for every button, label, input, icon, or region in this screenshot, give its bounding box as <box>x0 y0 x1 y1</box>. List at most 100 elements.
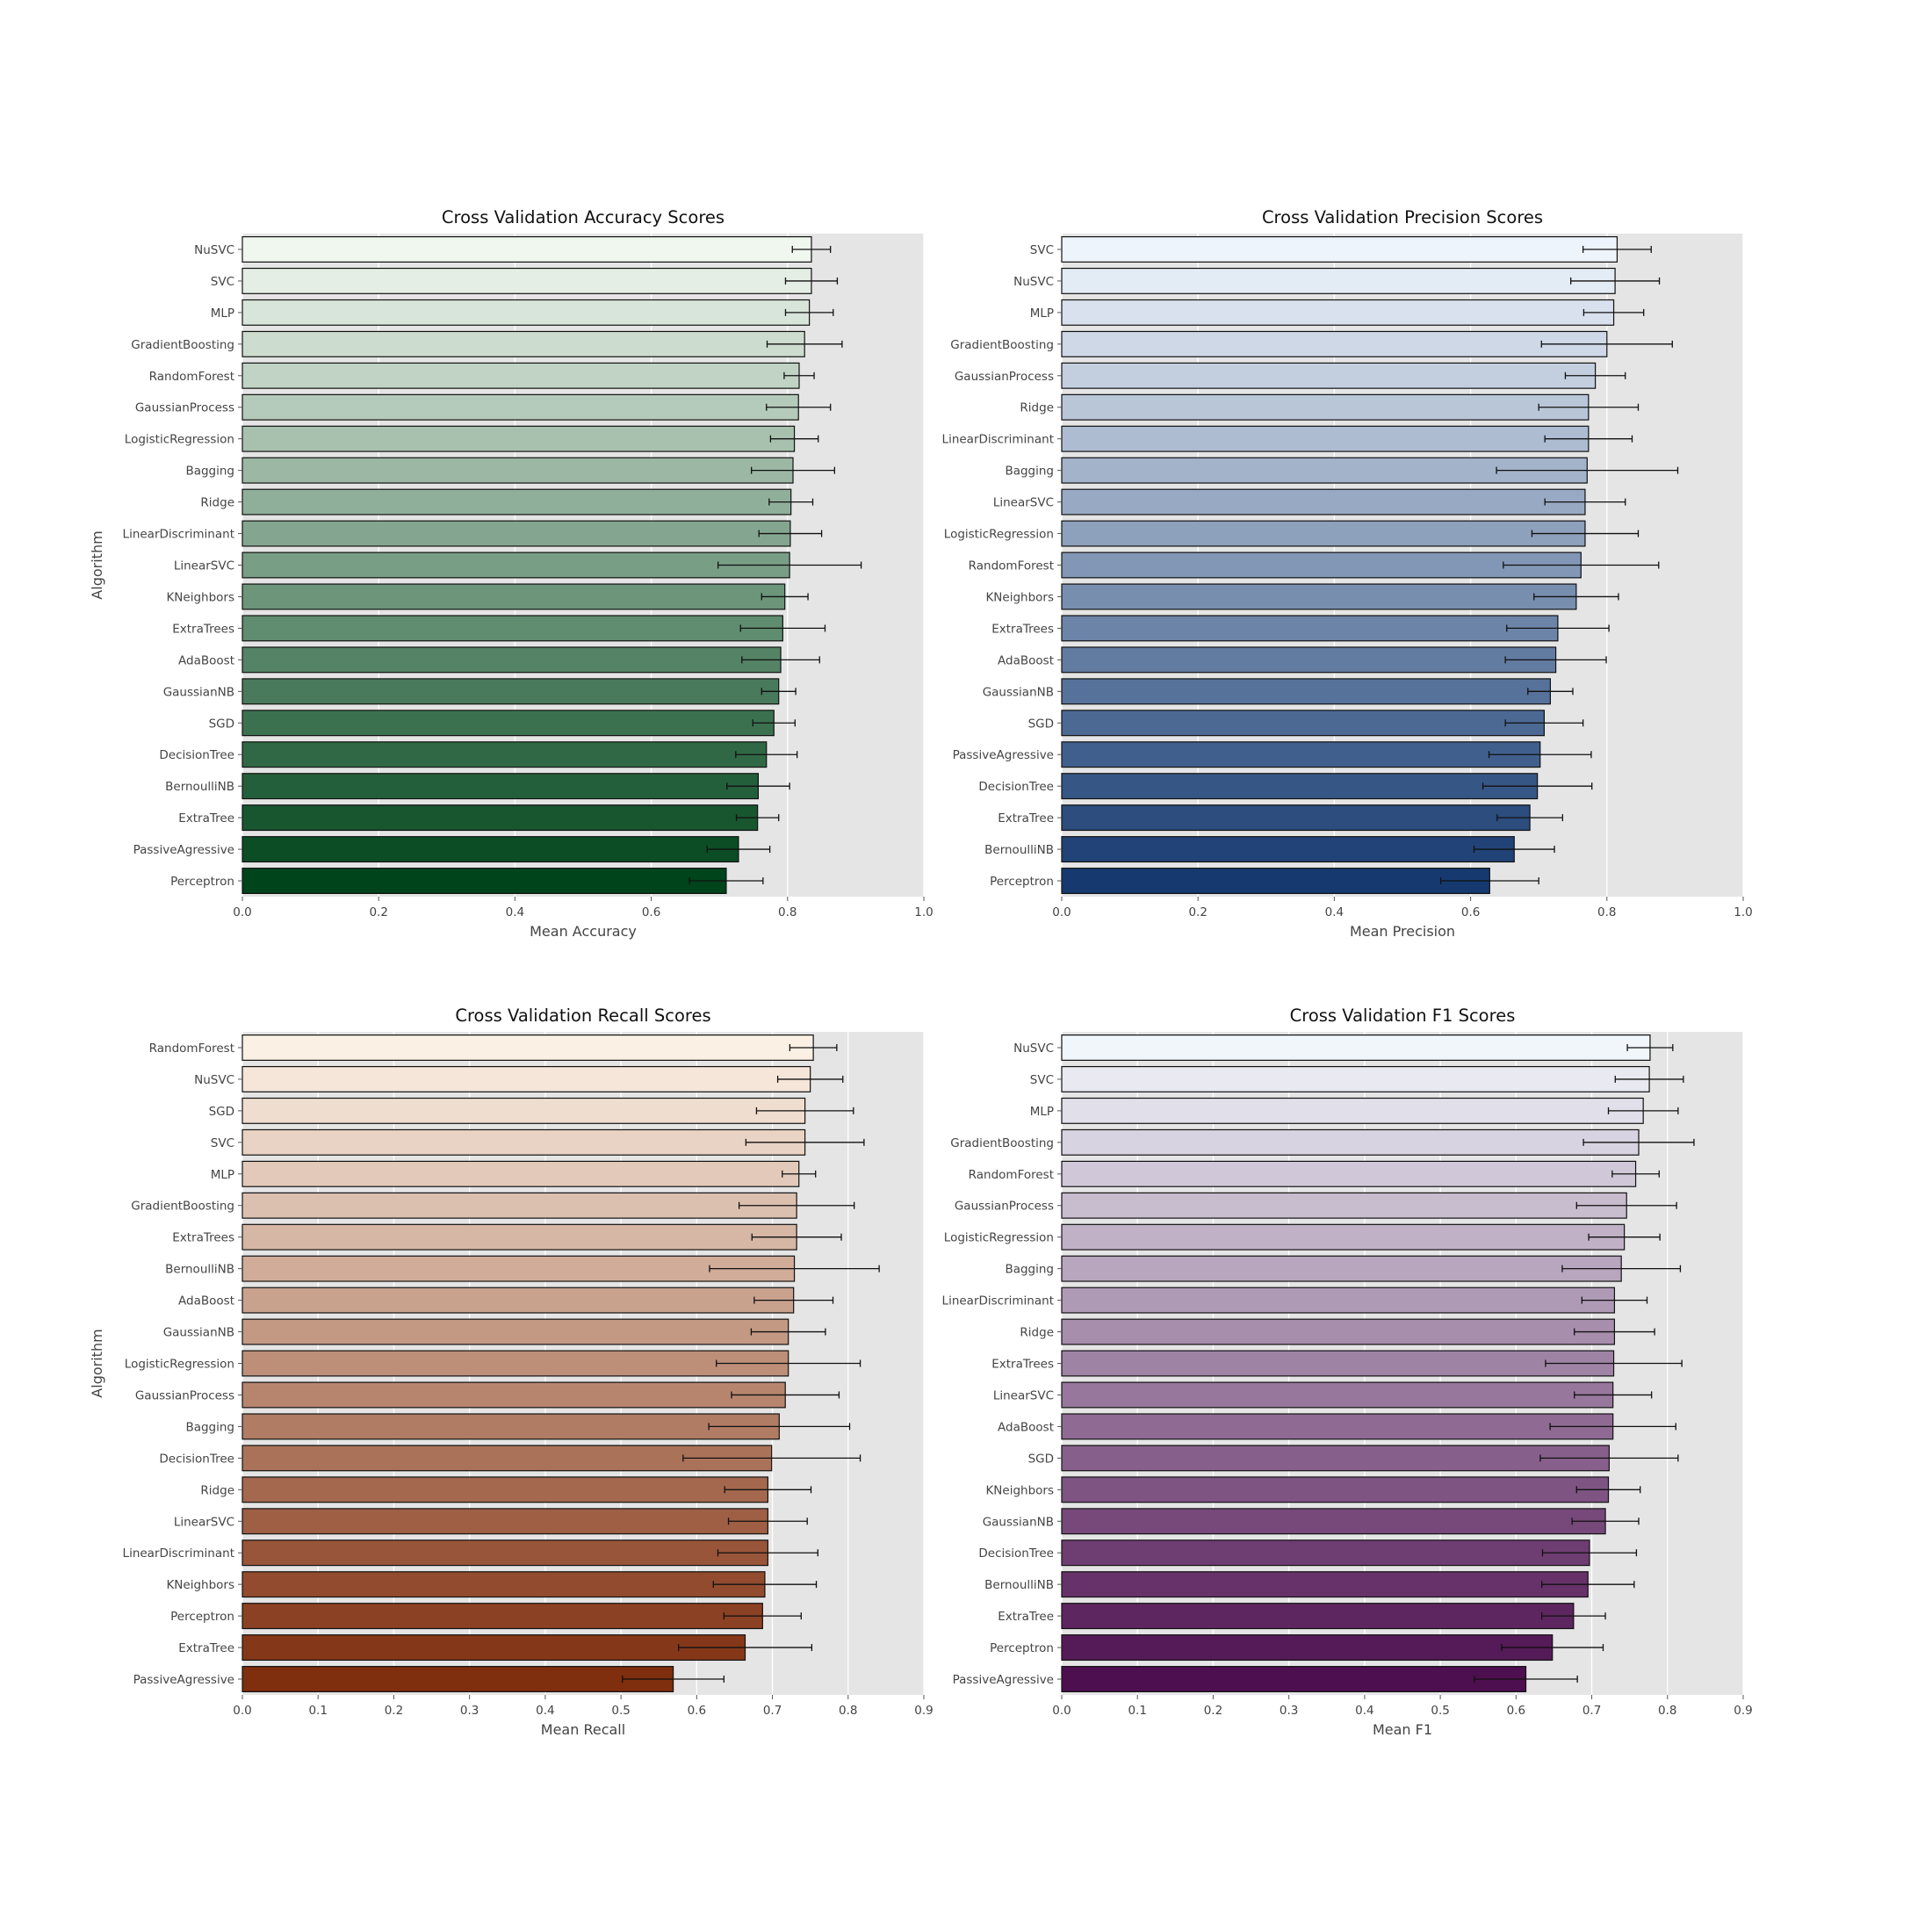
x-tick-label: 0.5 <box>611 1704 630 1718</box>
category-label: NuSVC <box>194 243 234 257</box>
bar-ExtraTrees <box>1061 1350 1615 1377</box>
bar-GradientBoosting <box>242 1192 797 1219</box>
bar-Ridge <box>242 488 792 515</box>
bar-ExtraTree <box>1061 804 1531 832</box>
bar-SVC <box>242 267 812 294</box>
bar-MLP <box>242 299 811 326</box>
x-tick-label: 0.9 <box>914 1704 933 1718</box>
x-tick-label: 0.8 <box>839 1704 857 1718</box>
x-tick-label: 0.0 <box>233 1704 251 1718</box>
category-label: SGD <box>209 717 234 731</box>
x-tick-label: 0.7 <box>1582 1704 1601 1718</box>
bar-KNeighbors <box>242 1571 766 1598</box>
bar-MLP <box>1061 299 1615 326</box>
category-label: AdaBoost <box>178 1294 234 1308</box>
bar-LogisticRegression <box>242 1350 789 1377</box>
category-label: RandomForest <box>969 559 1054 573</box>
bar-SVC <box>1061 235 1618 263</box>
category-label: Bagging <box>1005 465 1054 479</box>
bar-RandomForest <box>1061 1160 1637 1187</box>
bar-LinearSVC <box>242 1508 768 1535</box>
category-label: GaussianNB <box>163 685 234 699</box>
category-label: LogisticRegression <box>125 1358 234 1372</box>
x-tick-label: 0.2 <box>1188 905 1207 919</box>
bar-ExtraTrees <box>1061 615 1559 642</box>
category-label: GaussianNB <box>983 1515 1054 1529</box>
bar-GaussianProcess <box>242 393 799 421</box>
x-axis-label: Mean Recall <box>541 1721 625 1738</box>
x-tick-label: 0.2 <box>1204 1704 1222 1718</box>
category-label: LinearDiscriminant <box>123 1546 234 1561</box>
category-label: PassiveAgressive <box>133 1673 234 1687</box>
category-label: MLP <box>211 1168 234 1182</box>
x-tick-label: 0.1 <box>308 1704 327 1718</box>
x-tick-label: 0.0 <box>1052 1704 1071 1718</box>
x-tick-label: 0.6 <box>688 1704 706 1718</box>
bar-Perceptron <box>1061 1634 1554 1662</box>
bar-ExtraTree <box>1061 1603 1575 1630</box>
bar-Ridge <box>1061 393 1590 421</box>
bar-SVC <box>1061 1065 1650 1092</box>
category-label: GaussianProcess <box>955 370 1054 384</box>
x-tick-label: 0.6 <box>642 905 660 919</box>
category-label: GaussianProcess <box>955 1200 1054 1214</box>
category-label: Perceptron <box>990 875 1054 889</box>
bar-GaussianNB <box>1061 678 1551 705</box>
category-label: DecisionTree <box>159 1452 234 1466</box>
category-label: PassiveAgressive <box>133 843 234 857</box>
category-label: LogisticRegression <box>944 528 1054 542</box>
bar-NuSVC <box>1061 1034 1651 1061</box>
category-label: RandomForest <box>969 1168 1054 1182</box>
bar-PassiveAgressive <box>242 836 739 863</box>
category-label: MLP <box>1030 1105 1054 1119</box>
category-label: GradientBoosting <box>131 1200 234 1214</box>
x-tick-label: 0.2 <box>369 905 387 919</box>
x-tick-label: 0.5 <box>1431 1704 1449 1718</box>
x-tick-label: 1.0 <box>914 905 933 919</box>
category-label: ExtraTrees <box>991 622 1054 636</box>
bar-AdaBoost <box>1061 1413 1614 1440</box>
category-label: LogisticRegression <box>125 433 234 447</box>
y-axis-label: Algorithm <box>89 1329 105 1397</box>
bar-GradientBoosting <box>1061 330 1608 357</box>
category-label: KNeighbors <box>166 590 234 604</box>
bar-LinearDiscriminant <box>242 1539 768 1567</box>
category-label: KNeighbors <box>166 1578 234 1592</box>
category-label: NuSVC <box>194 1073 234 1087</box>
x-tick-label: 0.4 <box>1355 1704 1373 1718</box>
bar-RandomForest <box>242 362 800 389</box>
category-label: GaussianProcess <box>135 1388 234 1402</box>
category-label: SVC <box>211 1136 234 1150</box>
bar-SGD <box>242 1097 806 1124</box>
x-axis-label: Mean F1 <box>1373 1721 1432 1738</box>
bar-Perceptron <box>242 868 727 895</box>
x-tick-label: 0.7 <box>763 1704 782 1718</box>
category-label: BernoulliNB <box>984 1578 1054 1592</box>
bar-SGD <box>1061 1445 1610 1472</box>
x-tick-label: 1.0 <box>1734 905 1752 919</box>
category-label: LinearSVC <box>993 496 1054 510</box>
category-label: GradientBoosting <box>950 338 1054 352</box>
category-label: DecisionTree <box>978 780 1054 794</box>
y-axis-label: Algorithm <box>89 530 105 599</box>
category-label: ExtraTrees <box>991 1358 1054 1372</box>
category-label: SVC <box>1030 1073 1054 1087</box>
category-label: ExtraTree <box>998 811 1054 825</box>
category-label: DecisionTree <box>978 1546 1054 1561</box>
category-label: Ridge <box>1020 1326 1054 1340</box>
category-label: NuSVC <box>1013 1042 1054 1056</box>
category-label: KNeighbors <box>985 590 1054 604</box>
bar-AdaBoost <box>1061 646 1557 674</box>
bar-LogisticRegression <box>1061 1223 1626 1251</box>
x-tick-label: 0.0 <box>1052 905 1071 919</box>
bar-GaussianProcess <box>1061 1192 1627 1219</box>
bar-GradientBoosting <box>242 330 805 357</box>
category-label: ExtraTrees <box>172 1231 234 1245</box>
category-label: LinearSVC <box>993 1388 1054 1402</box>
bar-GaussianProcess <box>242 1381 786 1409</box>
bar-GaussianNB <box>242 678 780 705</box>
chart-panel-3: 0.0 0.1 0.2 0.3 0.4 0.5 0.6 0.7 0.8 0.9 RandomFore… <box>89 1006 934 1738</box>
bar-LinearSVC <box>1061 1381 1614 1409</box>
chart-title: Cross Validation Accuracy Scores <box>442 207 724 227</box>
bar-AdaBoost <box>242 646 782 674</box>
